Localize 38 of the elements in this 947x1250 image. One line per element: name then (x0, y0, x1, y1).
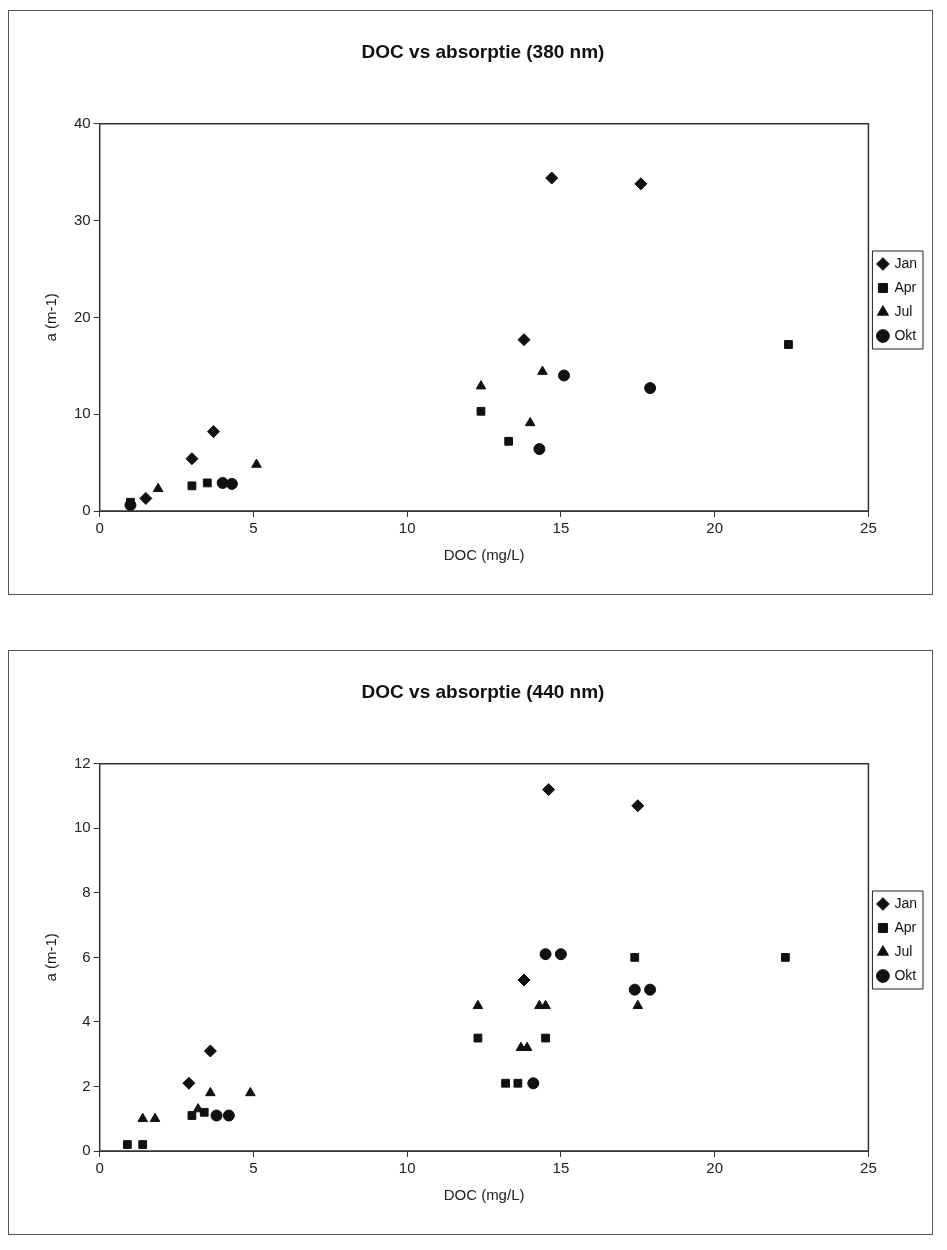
x-tick-label: 0 (95, 519, 104, 537)
legend-label: Okt (894, 326, 917, 343)
legend-label: Jul (894, 302, 913, 319)
x-tick-label: 10 (398, 1159, 416, 1177)
y-tick-label: 0 (82, 501, 91, 519)
x-tick-label: 5 (249, 1159, 258, 1177)
x-tick-label: 20 (706, 519, 724, 537)
x-tick-label: 25 (860, 1159, 877, 1177)
y-tick-label: 4 (82, 1012, 91, 1030)
x-tick-label: 25 (860, 519, 877, 537)
y-tick-label: 40 (74, 113, 91, 131)
legend-label: Apr (894, 278, 917, 295)
x-tick-label: 20 (706, 1159, 724, 1177)
legend-label: Apr (894, 918, 917, 935)
y-tick-label: 0 (82, 1141, 91, 1159)
y-tick-label: 20 (74, 307, 91, 325)
x-axis-title: DOC (mg/L) (443, 1186, 525, 1204)
x-axis-title: DOC (mg/L) (443, 546, 525, 564)
y-tick-label: 12 (74, 753, 91, 771)
x-tick-label: 10 (398, 519, 416, 537)
y-axis-title: a (m-1) (42, 293, 60, 342)
legend-label: Jan (894, 894, 918, 911)
x-tick-label: 15 (552, 519, 570, 537)
legend-label: Okt (894, 966, 917, 983)
chart-title: DOC vs absorptie (440 nm) (361, 680, 605, 702)
y-tick-label: 10 (74, 404, 91, 422)
y-axis-title: a (m-1) (42, 933, 60, 982)
x-tick-label: 5 (249, 519, 258, 537)
y-tick-label: 30 (74, 210, 91, 228)
chart-title: DOC vs absorptie (380 nm) (361, 40, 605, 62)
x-tick-label: 0 (95, 1159, 104, 1177)
y-tick-label: 10 (74, 818, 91, 836)
legend-label: Jan (894, 254, 918, 271)
x-tick-label: 15 (552, 1159, 570, 1177)
y-tick-label: 2 (82, 1076, 91, 1094)
y-tick-label: 8 (82, 883, 91, 901)
legend-label: Jul (894, 942, 913, 959)
y-tick-label: 6 (82, 947, 91, 965)
